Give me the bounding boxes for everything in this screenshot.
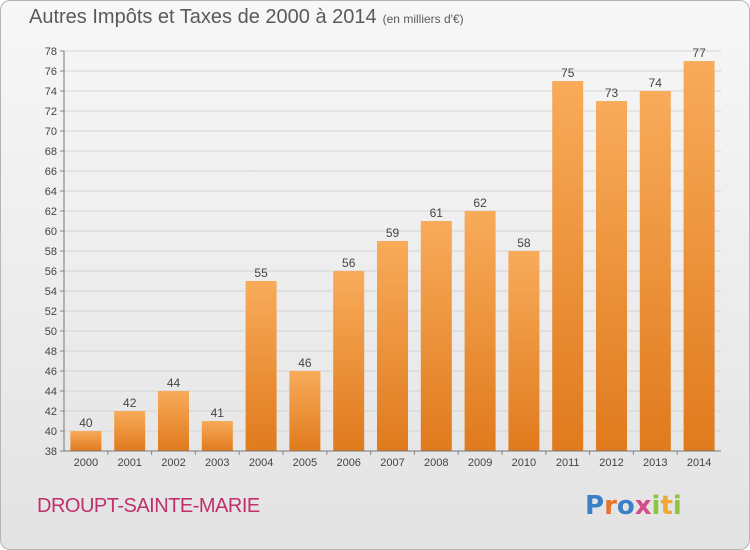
y-tick-label: 42 [45, 406, 57, 418]
x-tick-label: 2003 [205, 457, 229, 469]
data-label: 74 [649, 76, 663, 90]
bar [114, 411, 146, 451]
data-label: 77 [692, 46, 706, 60]
data-label: 44 [167, 376, 181, 390]
data-label: 59 [386, 226, 400, 240]
y-tick-label: 66 [45, 166, 57, 178]
x-tick-label: 2009 [468, 457, 492, 469]
logo-letter: P [585, 491, 605, 521]
x-tick-label: 2006 [336, 457, 360, 469]
bar [158, 391, 189, 451]
y-tick-label: 76 [45, 66, 57, 78]
bar [201, 421, 233, 451]
x-tick-label: 2005 [293, 457, 317, 469]
x-axis-ticks: 2000 2001 2002 2003 2004 2005 2006 2007 2008 2009… [74, 451, 711, 469]
y-tick-label: 56 [45, 266, 57, 278]
x-tick-label: 2012 [599, 457, 623, 469]
x-tick-label: 2007 [380, 457, 404, 469]
bar [377, 241, 408, 451]
x-tick-label: 2002 [161, 457, 185, 469]
bar [639, 91, 671, 451]
logo-letter: r [604, 491, 617, 521]
y-tick-label: 38 [45, 446, 57, 458]
x-tick-label: 2008 [424, 457, 448, 469]
bar [289, 371, 321, 451]
y-tick-label: 74 [45, 86, 57, 98]
x-tick-label: 2001 [117, 457, 141, 469]
y-tick-label: 72 [45, 106, 57, 118]
data-label: 58 [517, 236, 531, 250]
data-label: 42 [123, 396, 137, 410]
bar [245, 281, 277, 451]
y-tick-label: 78 [45, 46, 57, 58]
logo-letter: t [660, 491, 673, 521]
bar [683, 61, 715, 451]
y-tick-label: 48 [45, 346, 57, 358]
y-tick-label: 60 [45, 226, 57, 238]
chart-title-text: Autres Impôts et Taxes de 2000 à 2014 [29, 6, 377, 28]
proxiti-logo: Proxiti [585, 491, 682, 521]
x-tick-label: 2011 [556, 457, 580, 469]
data-label: 75 [561, 66, 575, 80]
x-tick-label: 2004 [249, 457, 273, 469]
axes [63, 51, 721, 452]
chart-title: Autres Impôts et Taxes de 2000 à 2014 (en… [29, 6, 464, 29]
logo-letter: i [672, 491, 682, 521]
data-label: 61 [430, 206, 444, 220]
x-tick-label: 2013 [643, 457, 667, 469]
x-tick-label: 2014 [687, 457, 711, 469]
bar [508, 251, 540, 451]
logo-letter: i [651, 491, 661, 521]
data-label: 41 [211, 406, 225, 420]
chart-unit-text: (en milliers d'€) [382, 12, 464, 26]
y-tick-label: 70 [45, 126, 57, 138]
data-label: 56 [342, 256, 356, 270]
data-label: 73 [605, 86, 619, 100]
y-tick-label: 64 [45, 186, 57, 198]
y-tick-label: 44 [45, 386, 57, 398]
bar [552, 81, 584, 451]
y-tick-label: 50 [45, 326, 57, 338]
bar [70, 431, 102, 451]
y-tick-label: 68 [45, 146, 57, 158]
x-tick-label: 2010 [512, 457, 536, 469]
y-tick-label: 46 [45, 366, 57, 378]
data-label: 62 [473, 196, 487, 210]
bar [596, 101, 627, 451]
data-label: 55 [254, 266, 268, 280]
y-tick-label: 52 [45, 306, 57, 318]
y-tick-label: 62 [45, 206, 57, 218]
data-labels: 40 42 44 41 55 46 56 59 61 62 58 75 73 74 77 [79, 46, 706, 430]
bar [420, 221, 452, 451]
x-tick-label: 2000 [74, 457, 98, 469]
y-tick-label: 58 [45, 246, 57, 258]
commune-name: DROUPT-SAINTE-MARIE [37, 495, 260, 517]
y-axis-ticks: 38 40 42 44 46 48 50 52 54 56 58 60 62 64 66 68 70 72 74 76… [45, 46, 64, 458]
bar [464, 211, 496, 451]
y-tick-label: 54 [45, 286, 57, 298]
logo-letter: o [616, 491, 635, 521]
data-label: 40 [79, 416, 93, 430]
bar [333, 271, 365, 451]
data-label: 46 [298, 356, 312, 370]
bars [70, 61, 715, 451]
logo-letter: x [634, 491, 652, 521]
y-tick-label: 40 [45, 426, 57, 438]
